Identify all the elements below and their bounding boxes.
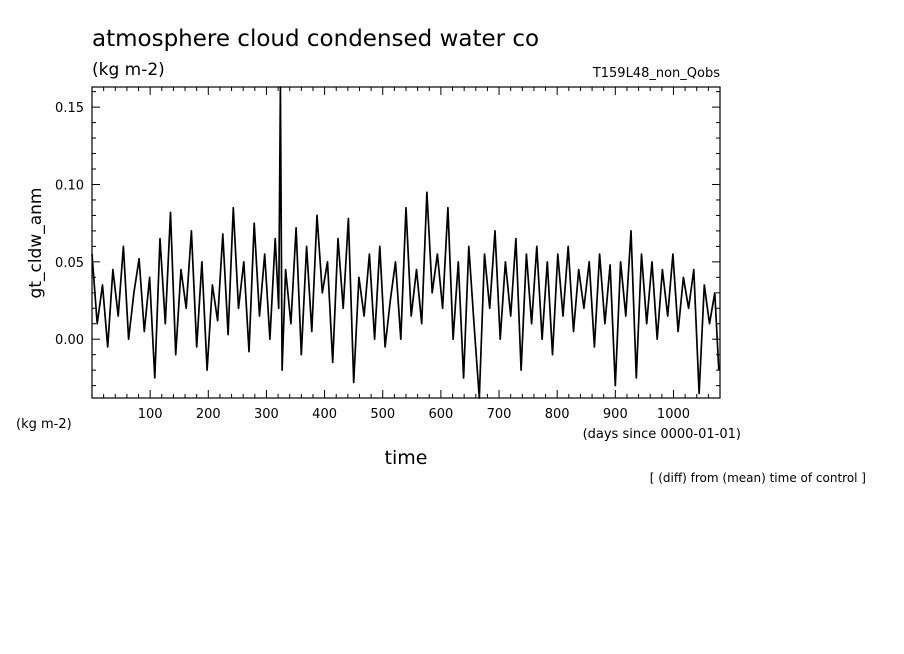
y-units-label: (kg m-2)	[16, 417, 72, 432]
y-axis-ticks: 0.00 0.05 0.10 0.15	[55, 91, 720, 387]
x-axis-title: time	[385, 447, 428, 469]
footnote: [ (diff) from (mean) time of control ]	[650, 471, 866, 485]
x-tick-label: 700	[487, 407, 512, 422]
x-tick-label: 200	[196, 407, 221, 422]
x-tick-label: 500	[370, 407, 395, 422]
x-units-label: (days since 0000-01-01)	[583, 427, 741, 442]
x-tick-label: 300	[254, 407, 279, 422]
x-tick-label: 600	[428, 407, 453, 422]
x-tick-label: 900	[603, 407, 628, 422]
x-tick-label: 1000	[657, 407, 690, 422]
units-label: (kg m-2)	[92, 60, 165, 80]
x-tick-label: 400	[312, 407, 337, 422]
y-tick-label: 0.15	[55, 101, 84, 116]
plot-area: 100 200 300 400 500 600 700 800 900 1000 0.00 0.05…	[55, 86, 721, 422]
y-axis-title: gt_cldw_anm	[26, 188, 46, 299]
x-axis-ticks: 100 200 300 400 500 600 700 800 900 1000	[103, 87, 709, 422]
x-tick-label: 800	[545, 407, 570, 422]
run-label: T159L48_non_Qobs	[592, 66, 720, 81]
x-tick-label: 100	[138, 407, 163, 422]
chart-title: atmosphere cloud condensed water co	[92, 26, 539, 52]
plot-frame	[91, 86, 721, 399]
y-tick-label: 0.05	[55, 256, 84, 271]
data-series-line	[91, 86, 720, 399]
y-tick-label: 0.10	[55, 178, 84, 193]
y-tick-label: 0.00	[55, 333, 84, 348]
